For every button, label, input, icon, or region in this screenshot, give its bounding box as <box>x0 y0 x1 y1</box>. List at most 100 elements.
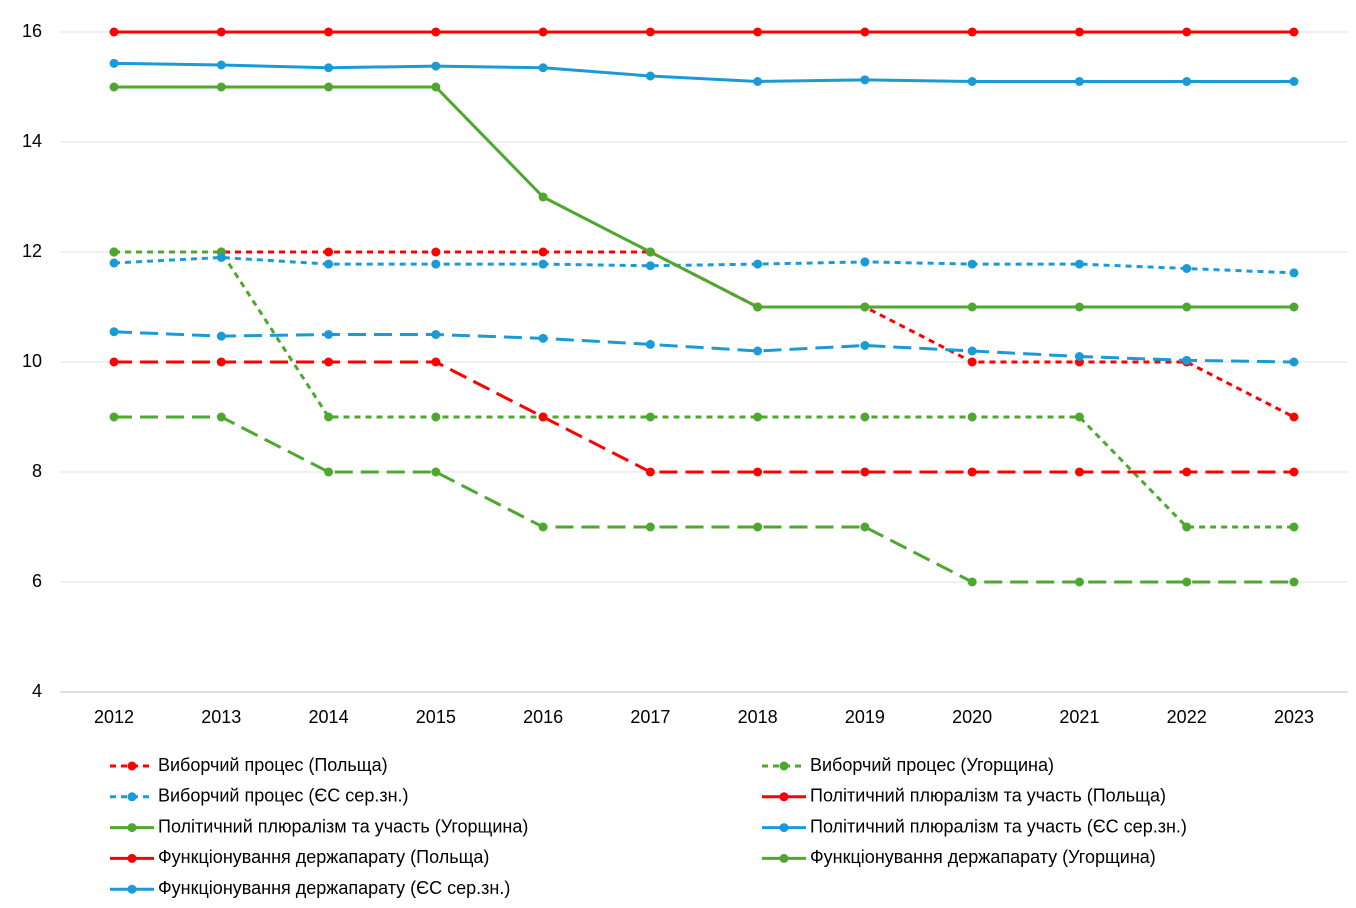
point <box>753 259 763 269</box>
point <box>645 522 655 532</box>
series-line <box>114 250 1294 529</box>
point <box>1182 355 1192 365</box>
point <box>1074 27 1084 37</box>
point <box>109 58 119 68</box>
point <box>645 261 655 271</box>
point <box>324 82 334 92</box>
point <box>431 259 441 269</box>
point <box>431 467 441 477</box>
point <box>967 259 977 269</box>
y-tick-label: 4 <box>32 681 42 701</box>
point <box>1289 577 1299 587</box>
legend-marker <box>127 853 137 863</box>
legend-marker <box>779 823 789 833</box>
point <box>538 412 548 422</box>
legend-label: Політичний плюралізм та участь (Угорщина… <box>158 816 528 836</box>
point <box>967 346 977 356</box>
point <box>860 302 870 312</box>
point <box>753 27 763 37</box>
point <box>109 82 119 92</box>
series-line <box>113 330 1294 364</box>
point <box>1074 259 1084 269</box>
series-line <box>113 255 1295 275</box>
point <box>538 27 548 37</box>
point <box>1289 27 1299 37</box>
point <box>216 27 226 37</box>
point <box>538 333 548 343</box>
legend-marker <box>779 761 789 771</box>
point <box>109 258 119 268</box>
point <box>109 247 119 257</box>
series-line <box>114 360 1294 474</box>
point <box>645 467 655 477</box>
y-tick-label: 10 <box>22 351 42 371</box>
point <box>860 467 870 477</box>
point <box>753 346 763 356</box>
legend-label: Політичний плюралізм та участь (Польща) <box>810 786 1166 806</box>
point <box>324 63 334 73</box>
point <box>216 357 226 367</box>
point <box>109 27 119 37</box>
x-tick-label: 2021 <box>1059 707 1099 727</box>
legend-label: Функціонування держапарату (ЄС сер.зн.) <box>158 878 510 898</box>
point <box>1074 467 1084 477</box>
point <box>753 522 763 532</box>
point <box>645 339 655 349</box>
point <box>860 257 870 267</box>
point <box>1182 467 1192 477</box>
x-tick-label: 2015 <box>416 707 456 727</box>
point <box>216 60 226 70</box>
x-tick-label: 2022 <box>1167 707 1207 727</box>
point <box>324 247 334 257</box>
point <box>109 357 119 367</box>
point <box>324 467 334 477</box>
x-tick-label: 2014 <box>309 707 349 727</box>
point <box>1074 577 1084 587</box>
point <box>324 259 334 269</box>
point <box>967 357 977 367</box>
x-tick-label: 2016 <box>523 707 563 727</box>
point <box>216 412 226 422</box>
point <box>860 75 870 85</box>
point <box>1289 467 1299 477</box>
point <box>431 357 441 367</box>
point <box>1074 352 1084 361</box>
x-tick-label: 2018 <box>738 707 778 727</box>
point <box>431 247 441 257</box>
y-tick-label: 16 <box>22 21 42 41</box>
point <box>753 77 763 86</box>
legend-label: Виборчий процес (Угорщина) <box>810 755 1054 775</box>
point <box>109 412 119 422</box>
point <box>538 259 548 269</box>
point <box>431 27 441 37</box>
point <box>753 302 763 312</box>
x-tick-label: 2019 <box>845 707 885 727</box>
point <box>860 522 870 532</box>
point <box>1182 577 1192 587</box>
point <box>538 522 548 532</box>
series-line <box>114 415 1294 584</box>
point <box>216 82 226 92</box>
x-tick-label: 2017 <box>630 707 670 727</box>
x-tick-label: 2013 <box>201 707 241 727</box>
legend-marker <box>779 853 789 863</box>
point <box>216 331 226 341</box>
point <box>324 357 334 367</box>
point <box>1289 522 1299 532</box>
x-tick-label: 2020 <box>952 707 992 727</box>
point <box>967 412 977 422</box>
point <box>538 192 548 202</box>
point <box>324 330 334 339</box>
point <box>967 302 977 312</box>
point <box>645 27 655 37</box>
point <box>1182 522 1192 532</box>
legend-marker <box>779 792 789 802</box>
point <box>1289 77 1299 86</box>
point <box>1074 412 1084 422</box>
point <box>431 61 441 71</box>
point <box>967 467 977 477</box>
point <box>860 27 870 37</box>
legend-marker <box>127 792 137 802</box>
point <box>324 27 334 37</box>
